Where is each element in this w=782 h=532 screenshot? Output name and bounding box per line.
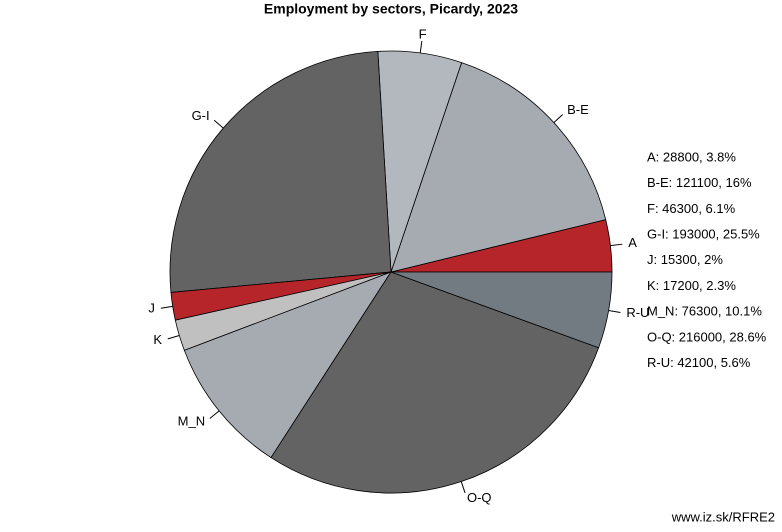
chart-title: Employment by sectors, Picardy, 2023 (264, 1, 518, 17)
label-tick (553, 114, 564, 123)
slice-label: O-Q (467, 490, 492, 505)
legend-entry: G-I: 193000, 25.5% (647, 227, 760, 242)
source: www.iz.sk/RFRE2 (671, 509, 775, 524)
legend-entry: O-Q: 216000, 28.6% (647, 329, 767, 344)
slice-label: J (148, 301, 155, 316)
slice-label: B-E (567, 102, 589, 117)
slice-label: G-I (192, 108, 210, 123)
legend-entry: M_N: 76300, 10.1% (647, 304, 762, 319)
slice-label: A (628, 235, 637, 250)
legend-entry: A: 28800, 3.8% (647, 149, 736, 164)
legend-entry: R-U: 42100, 5.6% (647, 355, 751, 370)
label-tick (608, 309, 621, 314)
label-tick (160, 305, 173, 309)
legend-entry: F: 46300, 6.1% (647, 201, 736, 216)
slice-label: K (153, 332, 162, 347)
legend-entry: K: 17200, 2.3% (647, 278, 736, 293)
legend-entry: B-E: 121100, 16% (647, 175, 752, 190)
slice-label: R-U (626, 305, 649, 320)
label-tick (213, 119, 224, 129)
label-tick (460, 481, 466, 494)
pie-slice (169, 50, 392, 293)
slice-label: F (419, 27, 427, 42)
slice-label: M_N (178, 414, 205, 429)
label-tick (610, 243, 623, 247)
pie-slice (390, 271, 613, 349)
pie-slice (270, 271, 600, 494)
label-tick (167, 334, 180, 340)
label-tick (209, 410, 220, 419)
legend-entry: J: 15300, 2% (647, 252, 723, 267)
label-tick (419, 40, 423, 54)
pie-slice (183, 271, 392, 459)
